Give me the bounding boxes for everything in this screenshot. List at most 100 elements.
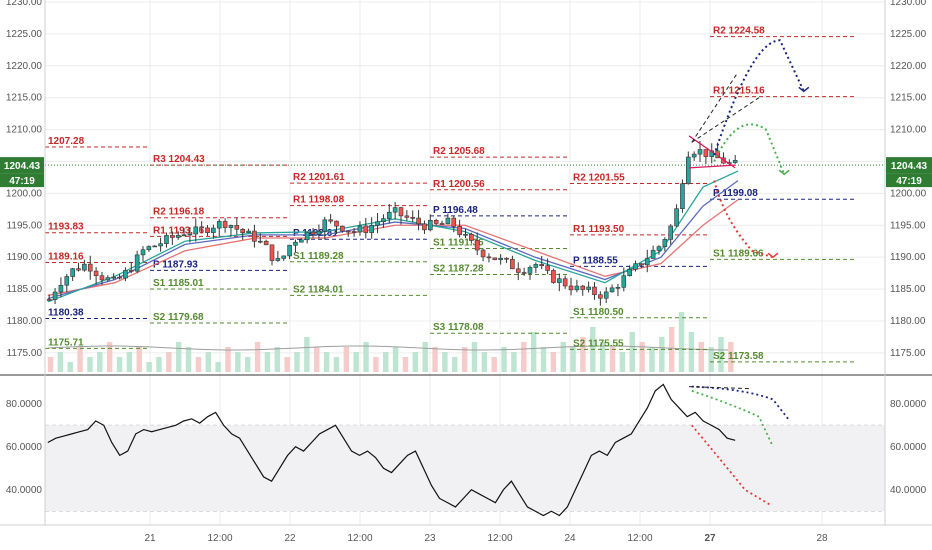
candle-body xyxy=(633,263,638,270)
candle-body xyxy=(463,234,468,236)
candle-body xyxy=(580,285,586,290)
oscillator-tick-left: 80.0000 xyxy=(6,399,43,410)
volume-bar xyxy=(97,352,103,372)
candle-body xyxy=(252,230,257,242)
candle-body xyxy=(46,299,52,301)
volume-bar xyxy=(373,357,379,372)
candle-body xyxy=(697,149,703,155)
pivot-level-label: S2 1175.55 xyxy=(573,338,624,349)
pivot-level-label: 1175.71 xyxy=(48,337,84,348)
price-tick-right: 1195.00 xyxy=(890,220,926,231)
time-tick: 12:00 xyxy=(627,533,652,544)
pivot-level-label: S1 1180.50 xyxy=(573,307,624,318)
candle-body xyxy=(164,235,169,244)
volume-bar xyxy=(67,362,73,372)
time-tick: 27 xyxy=(704,533,716,544)
candle-body xyxy=(211,227,216,233)
volume-bar xyxy=(363,342,369,372)
time-tick: 23 xyxy=(424,533,436,544)
candle-body xyxy=(287,244,292,257)
countdown-left: 47:19 xyxy=(9,176,35,187)
candle-body xyxy=(246,230,251,234)
pivot-level-label: R1 1198.08 xyxy=(293,195,345,206)
volume-bar xyxy=(560,342,566,372)
volume-bar xyxy=(77,347,83,372)
oscillator-tick-left: 40.0000 xyxy=(6,485,43,496)
candle-body xyxy=(416,217,421,225)
volume-bar xyxy=(175,342,182,372)
candle-body xyxy=(175,234,181,238)
price-tick-left: 1210.00 xyxy=(6,125,43,136)
candle-body xyxy=(316,230,322,235)
pivot-level-label: S1 1189.28 xyxy=(293,251,344,262)
candle-body xyxy=(146,246,152,251)
pivot-level-label: P 1199.08 xyxy=(713,188,758,199)
candle-body xyxy=(439,223,445,225)
volume-bar xyxy=(294,352,300,372)
candle-body xyxy=(93,270,99,277)
volume-average-line xyxy=(47,345,729,351)
oscillator-tick-left: 60.0000 xyxy=(6,442,43,453)
candle-body xyxy=(269,244,275,261)
candle-body xyxy=(334,220,339,227)
candle-body xyxy=(105,277,111,281)
pivot-level-label: S1 1189.66 xyxy=(713,248,764,259)
candle-body xyxy=(263,240,269,246)
candle-body xyxy=(451,217,457,227)
candle-body xyxy=(328,219,333,222)
candle-body xyxy=(557,278,562,283)
volume-bar xyxy=(718,337,724,372)
candle-body xyxy=(533,264,539,268)
volume-bar xyxy=(304,337,310,372)
candle-body xyxy=(134,254,140,272)
volume-bar xyxy=(550,352,557,372)
candle-body xyxy=(469,234,474,241)
triangle-upper-line xyxy=(688,135,736,169)
pivot-level-label: R2 1201.61 xyxy=(293,172,345,183)
price-tick-right: 1190.00 xyxy=(890,252,926,263)
candle-body xyxy=(510,258,515,270)
price-tick-left: 1215.00 xyxy=(6,93,43,104)
price-tick-left: 1225.00 xyxy=(6,29,43,40)
price-badge-right-bottom xyxy=(886,173,932,188)
pivot-level-label: R1 1200.56 xyxy=(433,179,485,190)
volume-bar xyxy=(442,352,448,372)
candle-body xyxy=(240,228,245,234)
candle-body xyxy=(234,225,240,230)
candle-body xyxy=(76,268,81,271)
candle-body xyxy=(639,263,644,266)
pivot-level-label: S2 1173.58 xyxy=(713,351,764,362)
volume-bar xyxy=(314,347,320,372)
projection-arrowhead xyxy=(798,86,810,93)
pivot-level-label: R1 1193.26 xyxy=(153,225,205,236)
volume-bar xyxy=(185,347,192,372)
oscillator-tick-right: 40.0000 xyxy=(890,485,927,496)
candle-body xyxy=(187,233,193,236)
candle-body xyxy=(340,225,345,232)
volume-bar xyxy=(126,352,133,372)
axis-labels: 1230.00 1230.00 1225.00 1225.00 1220.00 1220.… xyxy=(6,0,927,544)
pivot-level-label: R1 1215.16 xyxy=(713,86,765,97)
volume-bar xyxy=(599,342,606,372)
price-tick-left: 1200.00 xyxy=(6,188,43,199)
candle-body xyxy=(539,264,545,267)
volume-bar xyxy=(106,342,113,372)
pivot-level-label: 1180.38 xyxy=(48,308,84,319)
candle-body xyxy=(281,255,287,259)
candle-body xyxy=(685,156,691,185)
price-tick-left: 1190.00 xyxy=(7,252,43,263)
candle-body xyxy=(87,263,93,272)
candle-body xyxy=(199,226,204,229)
price-tick-right: 1230.00 xyxy=(890,0,927,8)
volume-bar xyxy=(659,337,665,372)
volume-bar xyxy=(530,332,537,372)
countdown-right: 47:19 xyxy=(896,176,922,187)
volume-bar xyxy=(708,347,714,372)
candle-body xyxy=(545,265,550,271)
candle-body xyxy=(568,285,574,291)
price-tick-right: 1185.00 xyxy=(890,284,926,295)
candle-body xyxy=(680,183,685,209)
volume-bar xyxy=(481,352,488,372)
price-tick-left: 1175.00 xyxy=(7,348,43,359)
pivot-level-label: S1 1185.01 xyxy=(153,278,204,289)
